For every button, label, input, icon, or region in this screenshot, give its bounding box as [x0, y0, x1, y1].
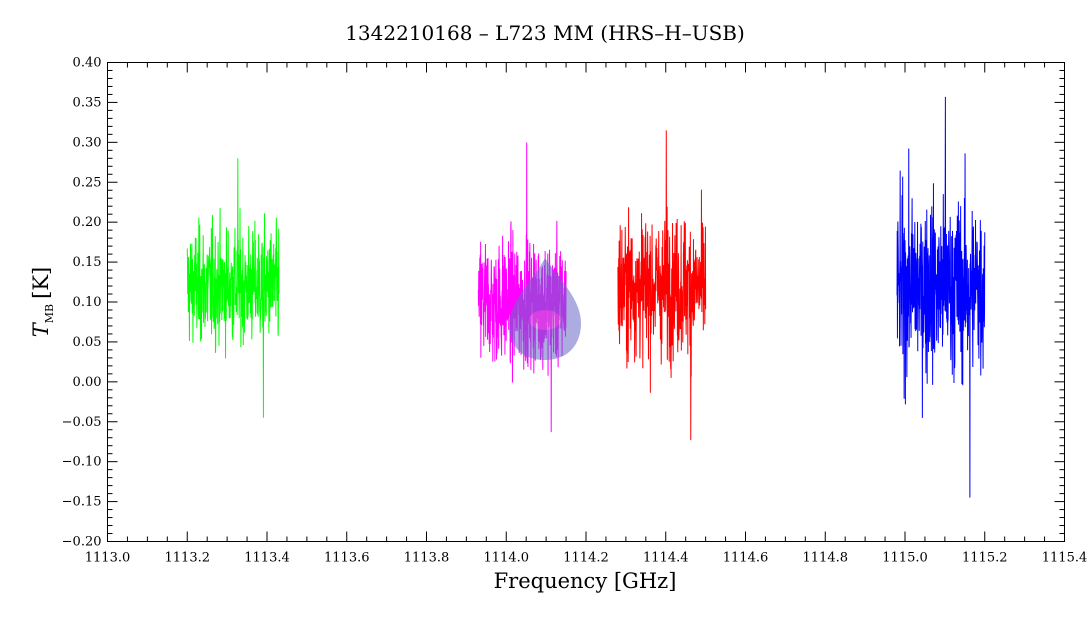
x-tick-label: 1114.8	[803, 551, 849, 566]
y-tick-label: 0.40	[73, 56, 102, 71]
chart-title: 1342210168 – L723 MM (HRS–H–USB)	[345, 21, 745, 45]
series-line-3	[617, 130, 707, 441]
x-tick-label: 1115.2	[962, 551, 1008, 566]
y-tick-label: 0.05	[73, 335, 102, 350]
y-tick-label: 0.10	[73, 295, 102, 310]
x-tick-label: 1113.2	[165, 551, 211, 566]
y-axis-label-sub: MB	[43, 304, 56, 323]
x-tick-label: 1114.6	[723, 551, 769, 566]
y-tick-label: 0.25	[73, 175, 102, 190]
y-axis-label-unit: [K]	[29, 267, 53, 299]
y-tick-label: −0.10	[62, 455, 102, 470]
y-axis-label: TMB [K]	[29, 267, 56, 337]
x-tick-label: 1113.6	[324, 551, 370, 566]
overlay-drop-icon	[509, 258, 582, 360]
x-tick-label: 1114.0	[484, 551, 530, 566]
ticks-layer: 1113.0 1113.2 1113.4 1113.6 1113.8 1114.0 1114…	[62, 56, 1088, 566]
plot-area: 1113.0 1113.2 1113.4 1113.6 1113.8 1114.0 1114…	[62, 56, 1088, 566]
x-tick-label: 1115.0	[882, 551, 928, 566]
x-tick-label: 1113.8	[404, 551, 450, 566]
y-tick-label: −0.20	[62, 535, 102, 550]
x-tick-label: 1113.4	[244, 551, 290, 566]
y-tick-label: 0.00	[73, 375, 102, 390]
y-tick-label: −0.15	[62, 495, 102, 510]
series-line-4	[896, 96, 986, 498]
x-axis-label: Frequency [GHz]	[494, 569, 677, 593]
series-layer	[186, 96, 986, 498]
y-tick-label: 0.30	[73, 135, 102, 150]
x-tick-label: 1113.0	[85, 551, 131, 566]
x-tick-label: 1114.2	[563, 551, 609, 566]
x-tick-label: 1114.4	[643, 551, 689, 566]
y-tick-label: 0.15	[73, 255, 102, 270]
x-tick-label: 1115.4	[1042, 551, 1088, 566]
y-axis-label-main: T	[29, 321, 53, 337]
y-tick-label: −0.05	[62, 415, 102, 430]
y-tick-label: 0.35	[73, 95, 102, 110]
svg-text:TMB[K]: TMB [K]	[29, 267, 56, 337]
y-tick-label: 0.20	[73, 215, 102, 230]
series-line-1	[186, 158, 280, 418]
